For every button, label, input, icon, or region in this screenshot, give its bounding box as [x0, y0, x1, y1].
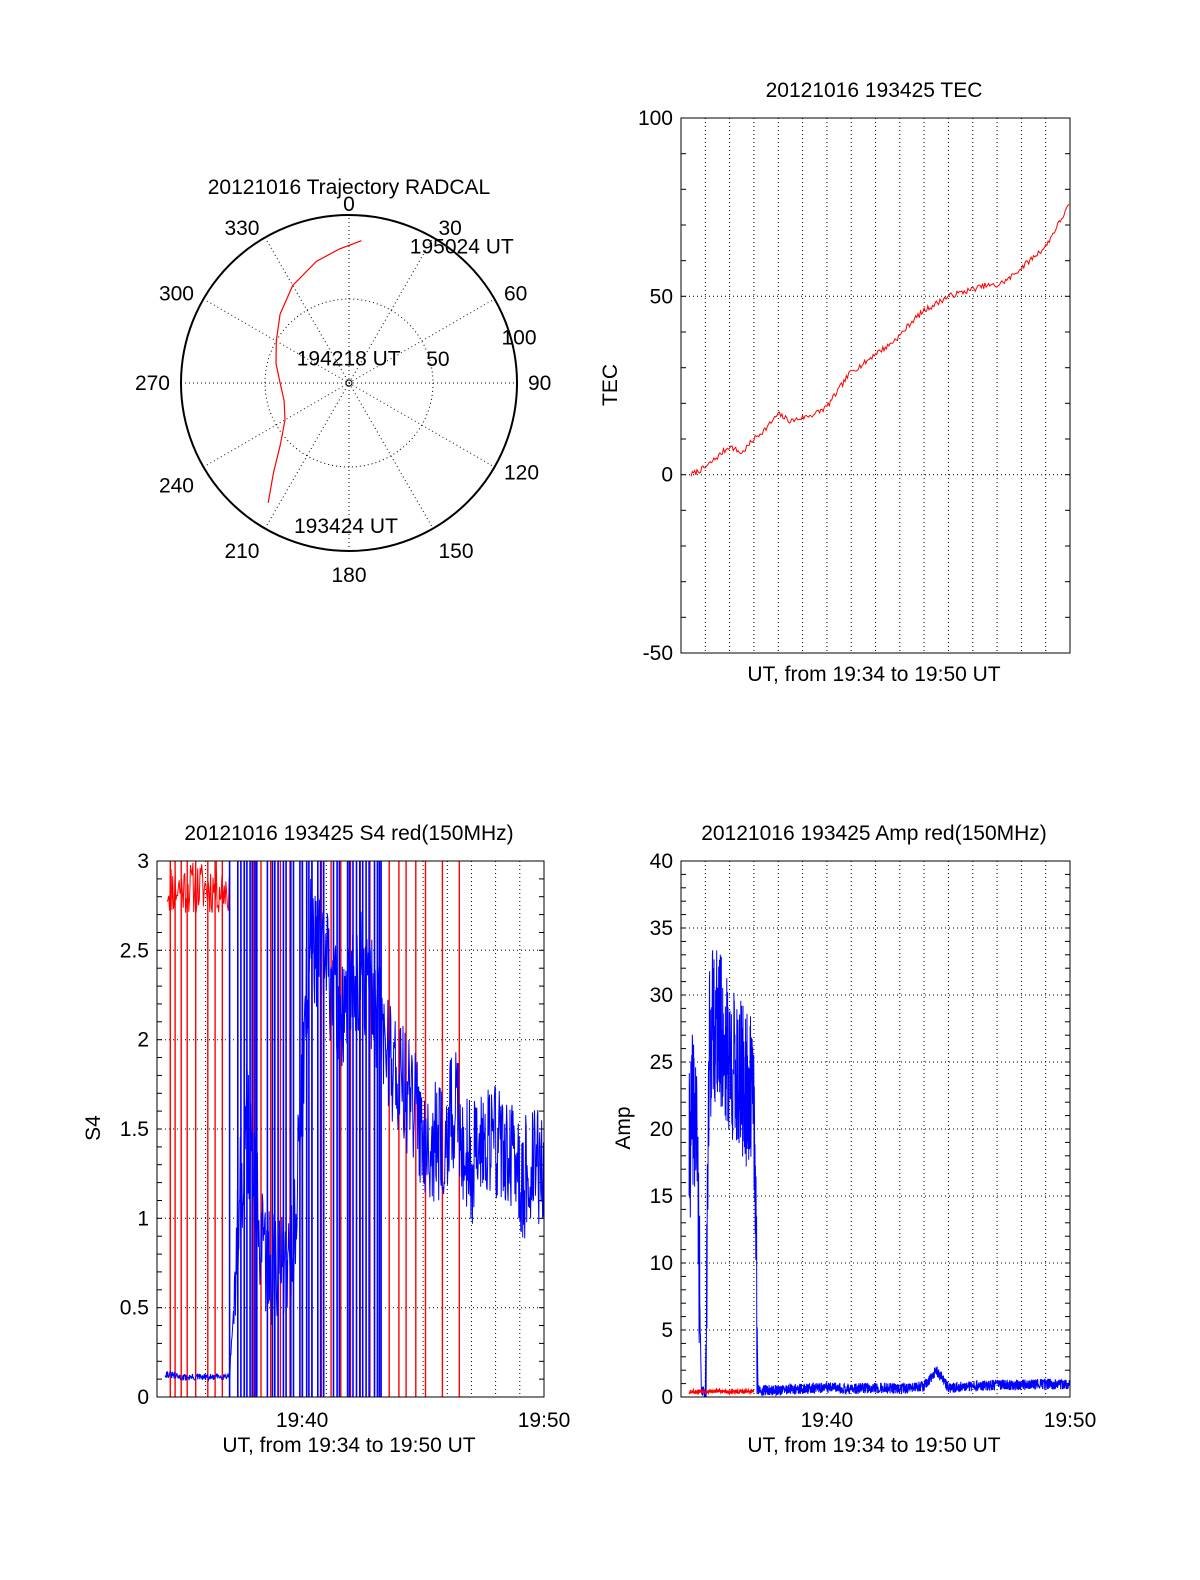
angle-tick-label: 240 [159, 475, 194, 498]
y-tick-label: 35 [650, 917, 673, 940]
x-tick-label: 19:50 [1044, 1409, 1097, 1432]
angle-tick-label: 0 [343, 193, 355, 216]
y-tick-label: -50 [643, 642, 673, 665]
y-tick-label: 10 [650, 1252, 673, 1275]
x-tick-label: 19:40 [276, 1409, 329, 1432]
amp-y-tick-labels: 0 5 10 15 20 25 30 35 40 [650, 850, 673, 1409]
amp-series [688, 950, 1071, 1398]
y-tick-label: 30 [650, 984, 673, 1007]
amp-red-line [688, 1387, 755, 1397]
tec-series [690, 203, 1070, 477]
y-tick-label: 2 [137, 1029, 149, 1052]
y-tick-label: 5 [661, 1319, 673, 1342]
tec-plot: 20121016 193425 TEC -50 0 50 100 UT, from 1… [599, 79, 1071, 686]
y-tick-label: 25 [650, 1051, 673, 1074]
y-tick-label: 0 [661, 1386, 673, 1409]
tec-plot-frame [680, 117, 1071, 654]
angle-tick-label: 60 [504, 283, 527, 306]
polar-grid [180, 214, 518, 552]
angle-tick-label: 90 [528, 372, 551, 395]
y-tick-label: 2.5 [120, 939, 149, 962]
s4-y-axis-label: S4 [82, 1115, 105, 1141]
y-tick-label: 20 [650, 1118, 673, 1141]
y-tick-label: 40 [650, 850, 673, 873]
s4-blue-line [164, 878, 544, 1383]
trajectory-annotation: 194218 UT [297, 348, 401, 371]
angle-tick-label: 300 [159, 283, 194, 306]
trajectory-annotation: 195024 UT [410, 235, 514, 258]
trajectory-title: 20121016 Trajectory RADCAL [208, 176, 491, 199]
angle-tick-label: 210 [224, 540, 259, 563]
x-tick-label: 19:40 [801, 1409, 854, 1432]
s4-plot-frame [156, 860, 545, 1398]
trajectory-line [267, 240, 362, 503]
angle-tick-label: 180 [331, 564, 366, 587]
angle-tick-label: 120 [504, 462, 539, 485]
amp-blue-line [688, 950, 1071, 1398]
angle-tick-labels: 0 30 60 90 120 150 180 210 240 270 300 330 [135, 193, 551, 587]
y-tick-label: 0 [661, 464, 673, 487]
y-tick-label: 3 [137, 850, 149, 873]
y-tick-label: 50 [650, 285, 673, 308]
trajectory-annotation: 193424 UT [294, 515, 398, 538]
s4-title: 20121016 193425 S4 red(150MHz) [184, 822, 513, 845]
tec-x-axis-label: UT, from 19:34 to 19:50 UT [747, 663, 1000, 686]
amp-x-tick-labels: 19:40 19:50 [801, 1409, 1097, 1432]
y-tick-label: 1.5 [120, 1118, 149, 1141]
amp-plot-frame [680, 860, 1071, 1398]
radial-tick-label: 100 [501, 326, 536, 349]
angle-tick-label: 30 [439, 217, 462, 240]
amp-y-axis-label: Amp [612, 1106, 635, 1149]
amp-x-axis-label: UT, from 19:34 to 19:50 UT [747, 1434, 1000, 1457]
s4-series [164, 861, 544, 1397]
y-tick-label: 1 [137, 1207, 149, 1230]
tec-y-axis-label: TEC [599, 364, 622, 406]
s4-red-line [166, 861, 230, 913]
y-tick-label: 0 [137, 1386, 149, 1409]
tec-y-tick-labels: -50 0 50 100 [638, 107, 673, 665]
amp-title: 20121016 193425 Amp red(150MHz) [701, 822, 1047, 845]
radial-tick-label: 50 [426, 348, 449, 371]
trajectory-series [267, 240, 362, 503]
x-tick-label: 19:50 [518, 1409, 571, 1432]
s4-plot: 20121016 193425 S4 red(150MHz) 0 0.5 1 1.5 2… [82, 822, 570, 1457]
y-tick-label: 0.5 [120, 1297, 149, 1320]
y-tick-label: 100 [638, 107, 673, 130]
s4-x-tick-labels: 19:40 19:50 [276, 1409, 570, 1432]
trajectory-annotations: 195024 UT 194218 UT 193424 UT [294, 235, 514, 537]
trajectory-polar-plot: 20121016 Trajectory RADCAL 0 30 60 90 120 150… [135, 176, 551, 587]
s4-y-tick-labels: 0 0.5 1 1.5 2 2.5 3 [120, 850, 149, 1409]
tec-grid [681, 117, 1070, 654]
tec-title: 20121016 193425 TEC [766, 79, 983, 102]
angle-tick-label: 330 [224, 217, 259, 240]
angle-tick-label: 150 [439, 540, 474, 563]
y-tick-label: 15 [650, 1185, 673, 1208]
amp-plot: 20121016 193425 Amp red(150MHz) 0 5 10 15 20… [612, 822, 1096, 1457]
tec-line [690, 203, 1070, 477]
angle-tick-label: 270 [135, 372, 170, 395]
radial-tick-labels: 50 100 [426, 326, 536, 371]
s4-x-axis-label: UT, from 19:34 to 19:50 UT [222, 1434, 475, 1457]
